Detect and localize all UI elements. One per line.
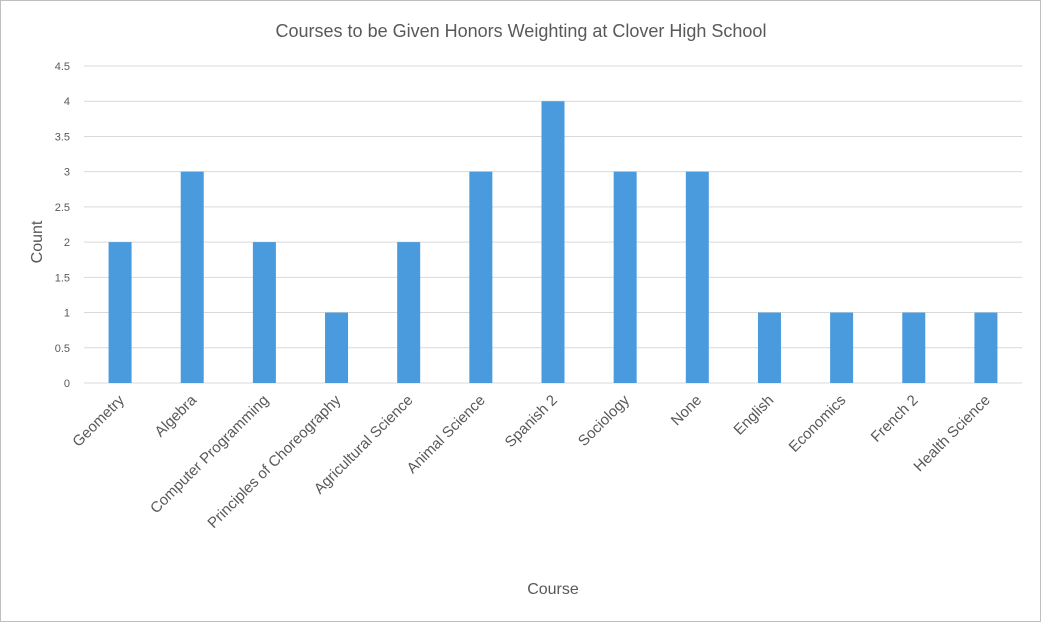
x-category-label: Algebra [151,391,200,440]
x-category-label: English [730,392,777,439]
y-tick-label: 0 [64,378,70,390]
y-tick-label: 4.5 [55,61,70,73]
x-category-label: Principles of Choreography [204,391,344,531]
y-tick-label: 3 [64,167,70,179]
bar [974,312,998,383]
bar [180,171,204,383]
chart-title: Courses to be Given Honors Weighting at … [276,21,767,41]
x-category-label: None [668,392,705,429]
x-category-label: Sociology [575,391,633,449]
bar [108,242,132,383]
y-tick-label: 2 [64,237,70,249]
y-tick-label: 1.5 [55,272,70,284]
y-axis-title: Count [29,220,46,263]
bar [325,312,349,383]
bar [685,171,709,383]
x-axis-title: Course [527,581,579,598]
y-tick-label: 2.5 [55,202,70,214]
bar [757,312,781,383]
bar [397,242,421,383]
x-category-label: Computer Programming [147,392,272,517]
y-tick-label: 0.5 [55,343,70,355]
bars [108,101,998,383]
x-category-label: Economics [786,392,850,456]
y-tick-label: 3.5 [55,131,70,143]
y-tick-label: 1 [64,308,70,320]
bar [830,312,854,383]
x-category-label: Geometry [69,391,128,450]
x-category-label: French 2 [868,392,922,446]
y-tick-label: 4 [64,96,70,108]
x-category-label: Spanish 2 [502,392,561,451]
bar [541,101,565,383]
x-category-label: Animal Science [404,392,489,477]
bar [469,171,493,383]
bar [902,312,926,383]
x-category-label: Health Science [910,392,993,475]
bar [252,242,276,383]
y-axis-ticks: 0 0.5 1 1.5 2 2.5 3 3.5 4 4.5 [55,61,70,390]
bar [613,171,637,383]
